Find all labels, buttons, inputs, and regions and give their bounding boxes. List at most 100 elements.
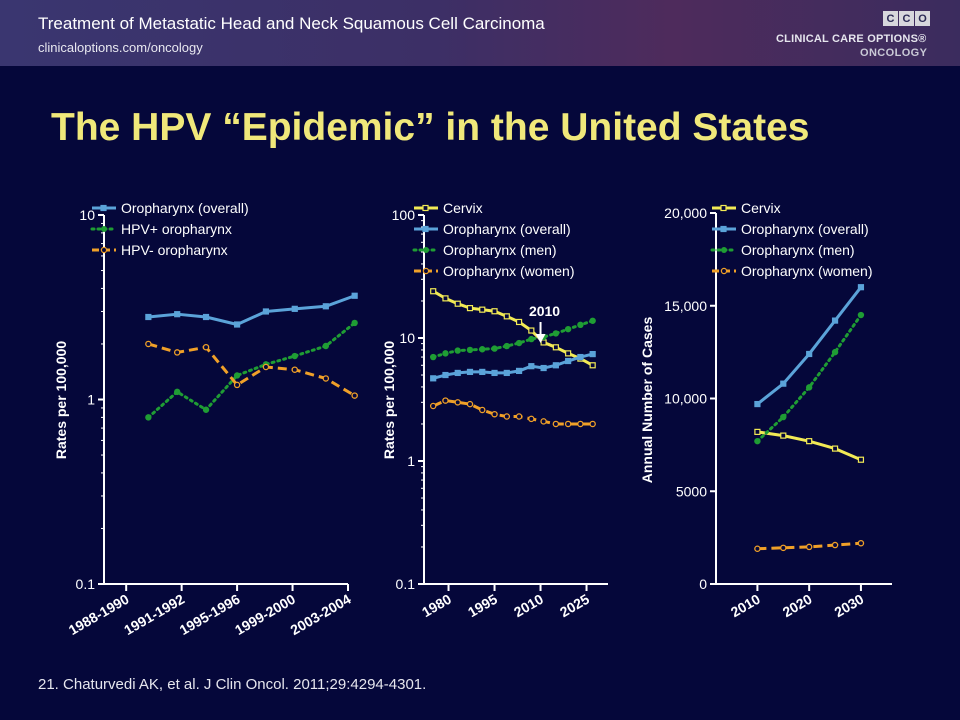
data-point <box>479 306 486 313</box>
y-axis-label: Rates per 100,000 <box>381 341 397 460</box>
data-point <box>831 541 839 549</box>
y-axis-label: Rates per 100,000 <box>53 341 69 460</box>
legend-marker <box>100 246 108 254</box>
y-tick-label: 15,000 <box>664 298 707 314</box>
data-point <box>322 342 330 350</box>
x-tick-label: 1995 <box>465 591 500 621</box>
x-tick-label: 1999-2000 <box>232 591 298 638</box>
y-tick-label: 1 <box>407 453 415 469</box>
series-line <box>755 313 863 443</box>
data-point <box>233 372 241 379</box>
series-line <box>757 541 862 551</box>
series-oropharynx-men- <box>754 311 865 445</box>
data-point <box>430 288 437 295</box>
x-tick-label: 1980 <box>419 591 454 621</box>
data-point <box>202 406 210 413</box>
data-point <box>780 544 787 552</box>
logo-letter: C <box>883 11 898 26</box>
data-point <box>262 363 270 371</box>
data-point <box>454 300 461 307</box>
data-point <box>174 388 181 396</box>
header-subtitle: clinicaloptions.com/oncology <box>38 40 203 55</box>
logo-wordmark: CLINICAL CARE OPTIONS® <box>776 33 927 45</box>
data-point <box>857 456 865 463</box>
legend-label: Oropharynx (men) <box>443 242 557 258</box>
data-point <box>145 414 152 421</box>
y-tick-label: 0.1 <box>76 576 96 592</box>
data-point <box>780 380 787 387</box>
series-oropharynx-overall- <box>754 284 865 408</box>
data-point <box>564 420 572 428</box>
x-tick-label: 2030 <box>831 591 866 621</box>
header-title: Treatment of Metastatic Head and Neck Sq… <box>38 14 545 33</box>
y-tick-label: 5000 <box>676 483 707 499</box>
x-tick-label: 2010 <box>728 591 763 621</box>
logo-oncology: ONCOLOGY <box>860 47 928 59</box>
x-tick-label: 2010 <box>511 591 546 621</box>
data-point <box>577 420 584 428</box>
series-line <box>146 321 357 419</box>
data-point <box>466 305 474 312</box>
data-point <box>552 344 559 351</box>
cco-logo: C C O <box>883 11 930 26</box>
data-point <box>430 353 437 361</box>
data-point <box>173 349 181 356</box>
data-point <box>322 375 330 382</box>
x-tick-label: 1991-1992 <box>121 591 187 638</box>
data-point <box>322 303 329 310</box>
data-point <box>442 397 449 404</box>
y-tick-label: 10 <box>79 207 95 223</box>
legend-label: HPV+ oropharynx <box>121 221 232 237</box>
y-tick-label: 0 <box>699 576 707 592</box>
data-point <box>466 368 474 376</box>
data-point <box>515 318 523 326</box>
data-point <box>564 325 572 333</box>
logo-letter: O <box>915 11 930 26</box>
series-line <box>148 294 356 326</box>
data-point <box>454 369 461 377</box>
series-hpv-oropharynx <box>145 340 358 399</box>
data-point <box>503 313 510 320</box>
y-tick-label: 0.1 <box>396 576 416 592</box>
y-tick-label: 10,000 <box>664 391 707 407</box>
x-tick-label: 2025 <box>557 591 592 621</box>
data-point <box>442 350 449 357</box>
data-point <box>291 352 298 360</box>
x-tick-label: 2020 <box>780 591 815 621</box>
data-point <box>466 400 474 408</box>
data-point <box>552 362 559 369</box>
data-point <box>540 418 547 425</box>
data-point <box>145 313 152 321</box>
x-tick-label: 1995-1996 <box>177 591 243 638</box>
data-point <box>754 428 761 435</box>
data-point <box>491 308 498 315</box>
series-oropharynx-overall- <box>430 350 596 382</box>
data-point <box>780 413 787 421</box>
series-oropharynx-overall- <box>145 292 358 328</box>
series-line <box>757 430 862 462</box>
data-point <box>491 410 498 418</box>
data-point <box>805 543 813 551</box>
data-point <box>552 420 560 428</box>
legend-marker <box>422 225 429 233</box>
data-point <box>540 364 547 372</box>
y-tick-label: 100 <box>392 207 416 223</box>
legend-marker <box>423 247 429 253</box>
series-line <box>147 342 356 397</box>
data-point <box>831 445 839 452</box>
data-point <box>528 335 535 343</box>
data-point <box>754 400 761 408</box>
footnote: 21. Chaturvedi AK, et al. J Clin Oncol. … <box>38 676 427 693</box>
data-point <box>528 415 535 423</box>
data-point <box>503 413 511 420</box>
legend-label: Oropharynx (men) <box>741 242 855 258</box>
logo-letter: C <box>899 11 914 26</box>
legend-marker <box>720 267 728 275</box>
data-point <box>351 292 358 299</box>
legend-label: Cervix <box>741 200 781 216</box>
data-point <box>577 321 584 329</box>
data-point <box>503 342 510 350</box>
data-point <box>291 305 298 312</box>
data-point <box>442 371 449 379</box>
